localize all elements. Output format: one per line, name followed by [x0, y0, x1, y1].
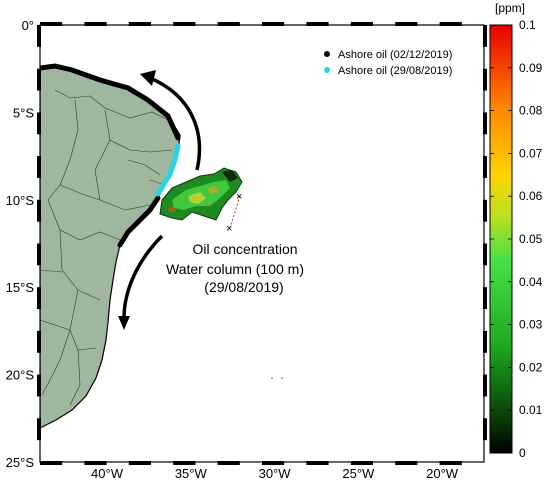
legend-marker-ashore-recent: [324, 51, 330, 57]
legend-label: Ashore oil (02/12/2019): [338, 49, 452, 61]
frame-tick-bars: [37, 22, 487, 465]
colorbar-tick-label: 0: [519, 446, 526, 460]
state-borders: [40, 89, 173, 406]
transect-markers: × ×: [226, 191, 283, 379]
svg-text:(29/08/2019): (29/08/2019): [204, 279, 283, 295]
longitude-label: 40°W: [91, 466, 124, 481]
colorbar-tick-label: 0.01: [519, 403, 543, 417]
colorbar-tick-label: 0.07: [519, 146, 543, 160]
colorbar-tick-label: 0.03: [519, 318, 543, 332]
svg-text:×: ×: [226, 223, 232, 235]
annotation-text: Oil concentration Water column (100 m) (…: [166, 241, 304, 295]
legend-marker-ashore-old: [324, 67, 330, 73]
colorbar-tick-label: 0.1: [519, 18, 536, 32]
svg-text:Water column (100 m): Water column (100 m): [166, 261, 304, 277]
colorbar: [ppm] 0 0.01 0.02 0.03 0.04 0.05 0.06 0.07 0.08 0…: [489, 1, 543, 460]
ashore-oil-02122019-coast: [40, 63, 181, 141]
longitude-label: 20°W: [426, 466, 459, 481]
legend: Ashore oil (02/12/2019) Ashore oil (29/0…: [324, 49, 452, 77]
latitude-label: 20°S: [6, 368, 35, 383]
current-arrows: [118, 70, 202, 330]
south-arrow-icon: [122, 234, 164, 319]
colorbar-tick-label: 0.06: [519, 189, 543, 203]
colorbar-unit: [ppm]: [495, 1, 525, 15]
longitude-label: 25°W: [342, 466, 375, 481]
svg-text:Oil concentration: Oil concentration: [192, 241, 297, 257]
colorbar-tick-label: 0.08: [519, 104, 543, 118]
latitude-label: 0°: [22, 18, 34, 33]
svg-text:×: ×: [236, 191, 242, 203]
latitude-label: 15°S: [6, 280, 35, 295]
oil-concentration-plume: [159, 167, 243, 221]
latitude-label: 10°S: [6, 193, 35, 208]
longitude-label: 30°W: [259, 466, 292, 481]
colorbar-tick-label: 0.05: [519, 232, 543, 246]
land-region: [40, 63, 181, 429]
ashore-oil-02122019-coast-south: [117, 195, 161, 248]
colorbar-tick-label: 0.04: [519, 275, 543, 289]
latitude-labels: 0° 5°S 10°S 15°S 20°S 25°S: [6, 18, 35, 470]
longitude-labels: 40°W 35°W 30°W 25°W 20°W: [91, 466, 459, 481]
map-panel: × × Oil concentration Water column (100 …: [37, 22, 487, 465]
longitude-label: 35°W: [175, 466, 208, 481]
latitude-label: 25°S: [6, 455, 35, 470]
latitude-label: 5°S: [13, 105, 34, 120]
colorbar-tick-label: 0.09: [519, 61, 543, 75]
ashore-oil-29082019-coast: [155, 143, 181, 197]
legend-label: Ashore oil (29/08/2019): [338, 65, 452, 77]
north-arrow-icon: [149, 76, 202, 171]
colorbar-tick-label: 0.02: [519, 360, 543, 374]
